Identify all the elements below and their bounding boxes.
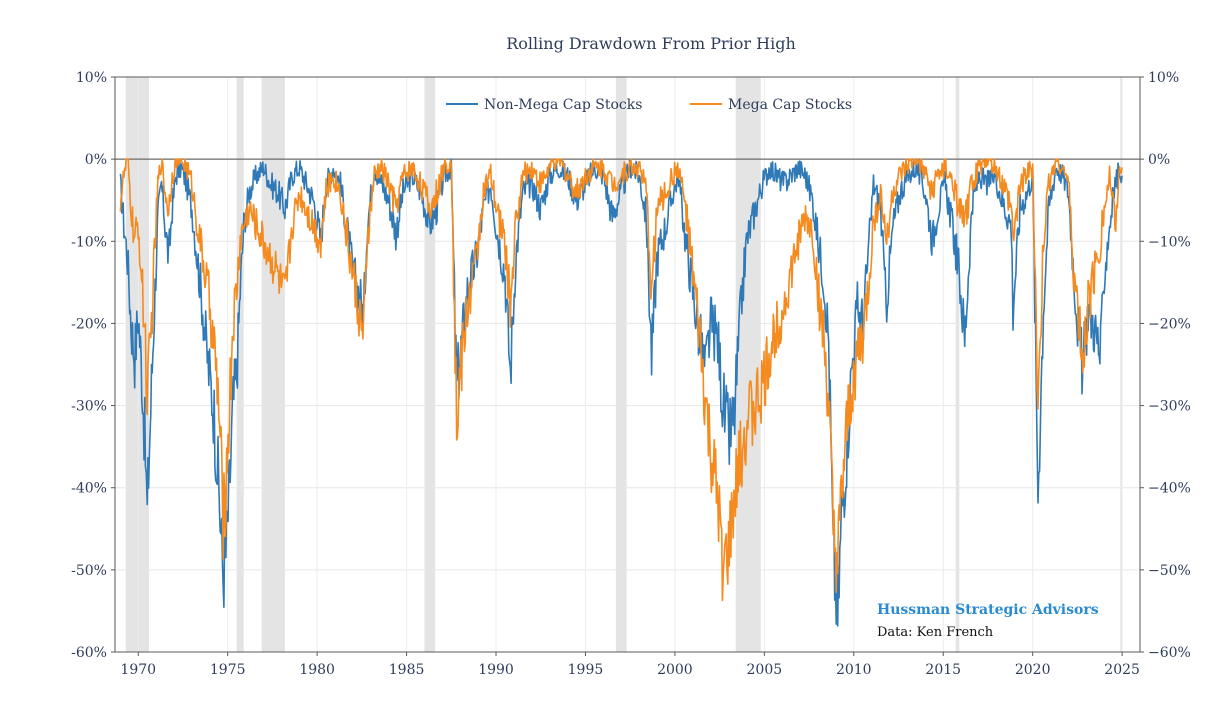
recession-band-1 <box>236 77 244 652</box>
x-tick-11: 2025 <box>1104 662 1140 678</box>
credit-data-source: Data: Ken French <box>877 625 994 640</box>
plot-frame <box>114 76 1141 653</box>
legend: Non-Mega Cap Stocks Mega Cap Stocks <box>446 97 852 113</box>
recession-band-2 <box>261 77 285 652</box>
x-tick-6: 2000 <box>657 662 693 678</box>
series-line-mega-cap <box>119 158 1123 602</box>
y-tick-right-0: 10% <box>1148 70 1179 86</box>
y-axis-right-labels: 10% 0% −10% −20% −30% −40% −50% −60% <box>1140 70 1191 661</box>
x-tick-1: 1975 <box>210 662 246 678</box>
y-tick-left-7: -60% <box>71 645 107 661</box>
recession-band-4 <box>615 77 627 652</box>
y-tick-left-0: 10% <box>76 70 107 86</box>
x-tick-2: 1980 <box>299 662 335 678</box>
recession-band-7 <box>1120 77 1123 652</box>
credit-organization: Hussman Strategic Advisors <box>877 602 1099 618</box>
series-lines <box>119 158 1123 627</box>
y-tick-left-2: -10% <box>71 234 107 250</box>
x-axis-labels: 1970 1975 1980 1985 1990 1995 2000 2005 2010 2015… <box>120 652 1140 678</box>
x-tick-0: 1970 <box>120 662 156 678</box>
legend-label-non-mega: Non-Mega Cap Stocks <box>484 97 642 113</box>
y-tick-left-6: -50% <box>71 563 107 579</box>
legend-label-mega: Mega Cap Stocks <box>728 97 852 113</box>
x-tick-10: 2020 <box>1015 662 1051 678</box>
y-tick-right-7: −60% <box>1148 645 1191 661</box>
y-tick-right-3: −20% <box>1148 316 1191 332</box>
recession-band-6 <box>955 77 960 652</box>
x-tick-4: 1990 <box>478 662 514 678</box>
y-tick-right-2: −10% <box>1148 234 1191 250</box>
x-tick-7: 2005 <box>747 662 783 678</box>
y-tick-right-5: −40% <box>1148 481 1191 497</box>
y-tick-right-4: −30% <box>1148 399 1191 415</box>
x-tick-5: 1995 <box>568 662 604 678</box>
x-tick-3: 1985 <box>389 662 425 678</box>
y-axis-left-labels: 10% 0% -10% -20% -30% -40% -50% -60% <box>71 70 115 661</box>
recession-band-5 <box>735 77 761 652</box>
x-tick-8: 2010 <box>836 662 872 678</box>
y-tick-left-5: -40% <box>71 481 107 497</box>
y-tick-right-6: −50% <box>1148 563 1191 579</box>
chart-title: Rolling Drawdown From Prior High <box>506 34 796 53</box>
x-tick-9: 2015 <box>925 662 961 678</box>
recession-bands <box>125 77 1123 652</box>
recession-band-3 <box>424 77 436 652</box>
y-tick-right-1: 0% <box>1148 152 1170 168</box>
y-tick-left-3: -20% <box>71 316 107 332</box>
y-tick-left-1: 0% <box>85 152 107 168</box>
y-tick-left-4: -30% <box>71 399 107 415</box>
series-line-non-mega-cap <box>119 158 1123 627</box>
